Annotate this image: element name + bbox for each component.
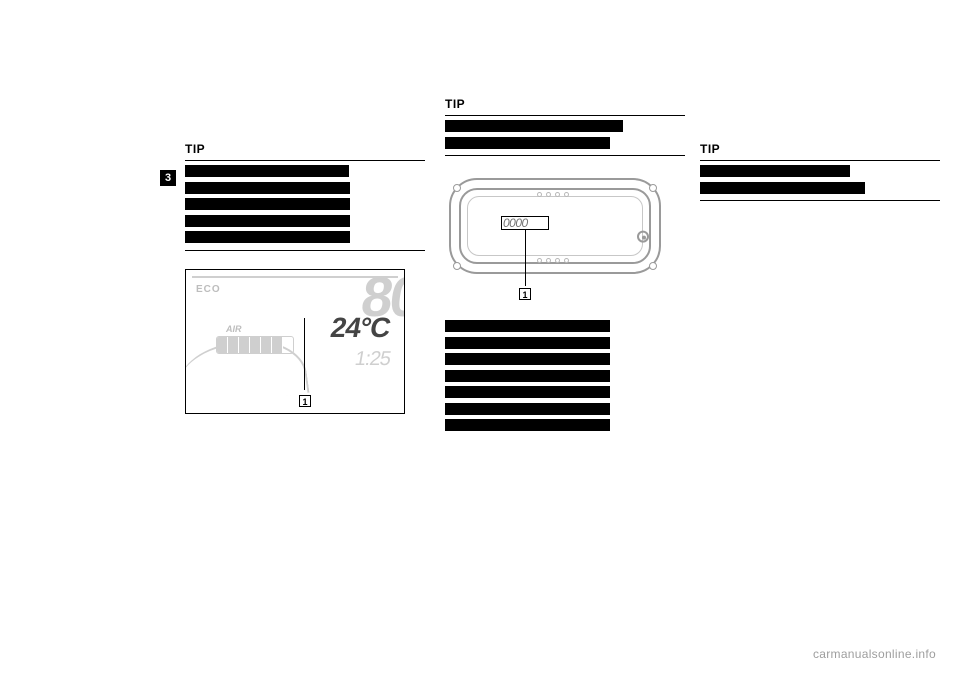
air-temperature-value: 24°C	[329, 312, 393, 344]
fuel-gauge	[216, 336, 294, 354]
callout-number: 1	[299, 395, 311, 407]
tip-rule	[700, 160, 940, 161]
figure-instrument-cluster: 0000 1	[445, 174, 665, 304]
callout-leader-line	[525, 230, 526, 286]
clock-value: 1:25	[353, 348, 392, 371]
tip-rule	[445, 115, 685, 116]
tip-body-line: ………………………………………	[445, 135, 685, 152]
callout-number: 1	[519, 288, 531, 300]
column-1: TIP If up…the…odd…this…made…to …………………………	[185, 140, 425, 414]
tip-body-line: If up…the…odd…this…made…to	[185, 163, 425, 180]
eco-label: ECO	[196, 284, 221, 295]
tip-body-line: ………………………………………	[185, 229, 425, 246]
tip-rule	[185, 160, 425, 161]
fuel-segment	[228, 337, 239, 353]
screw-icon	[453, 184, 461, 192]
tip-label: TIP	[185, 142, 205, 157]
cluster-screen-frame	[467, 196, 643, 256]
paragraph-line: ………………………………………	[445, 384, 685, 401]
fuel-segment	[239, 337, 250, 353]
tip-body-line: ………………………………………	[185, 180, 425, 197]
tip-body-line: ………………………………………	[185, 196, 425, 213]
tip-end-rule	[445, 155, 685, 156]
fuel-segment	[217, 337, 228, 353]
column-2: TIP When the drum…belt…is less…0.10 ……………	[445, 95, 685, 434]
paragraph-line: ………………………………………	[445, 351, 685, 368]
tip-end-rule	[185, 250, 425, 251]
tip-heading-line: When the drum…belt…is less…0.10	[445, 118, 685, 135]
fuel-segment	[272, 337, 283, 353]
column-3: TIP The rear…hind the…wheel will ……………………	[700, 140, 940, 201]
tip-label: TIP	[445, 97, 465, 112]
screw-icon	[649, 262, 657, 270]
indicator-dots-top	[537, 184, 573, 202]
screw-icon	[453, 262, 461, 270]
tip-heading-line: The rear…hind the…wheel will	[700, 163, 940, 180]
paragraph-line: ………………………………………	[445, 335, 685, 352]
figure-dashboard-readout: ECO 80 AIR 24°C 1:25 1	[185, 269, 405, 414]
fuel-segment	[261, 337, 272, 353]
tip-body-line: ………………………………………	[185, 213, 425, 230]
section-tab: 3	[160, 170, 176, 186]
adjust-knob-icon	[637, 231, 649, 243]
paragraph-line: ………………………………………	[445, 368, 685, 385]
watermark: carmanualsonline.info	[813, 647, 936, 661]
page: 3 TIP If up…the…odd…this…made…to ……………………	[0, 0, 960, 679]
odometer-value: 0000	[503, 216, 528, 230]
tip-label: TIP	[700, 142, 720, 157]
fuel-segment	[250, 337, 261, 353]
air-label: AIR	[226, 324, 242, 334]
paragraph-line: ………………………………………	[445, 417, 685, 434]
paragraph-line: ………………………………………	[445, 318, 685, 335]
tip-end-rule	[700, 200, 940, 201]
indicator-dots-bottom	[537, 250, 573, 268]
paragraph-line: ………………………………………	[445, 401, 685, 418]
tip-body-line: ………………………………………	[700, 180, 940, 197]
screw-icon	[649, 184, 657, 192]
callout-leader-line	[304, 318, 305, 390]
